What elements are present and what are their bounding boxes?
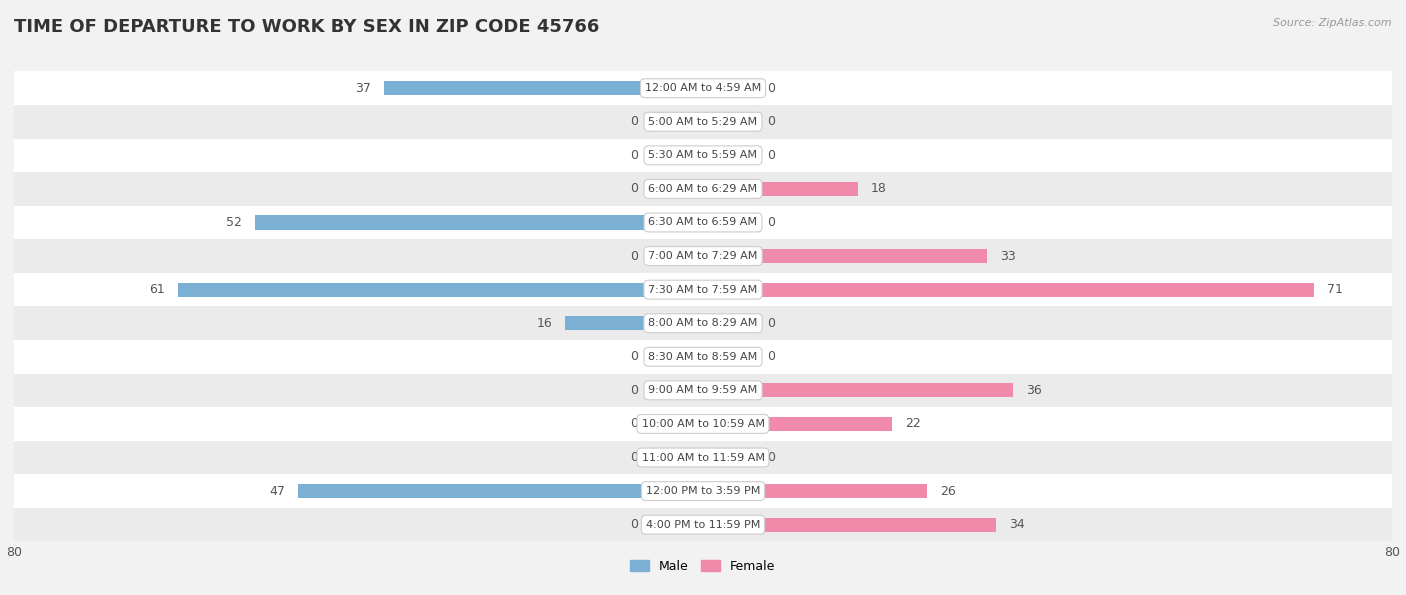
Bar <box>14 340 1392 374</box>
Bar <box>565 316 703 330</box>
Bar <box>14 407 1392 441</box>
Bar <box>703 148 755 162</box>
Bar <box>703 115 755 129</box>
Text: 36: 36 <box>1026 384 1042 397</box>
Text: 0: 0 <box>630 384 638 397</box>
Bar <box>651 215 703 230</box>
Bar <box>298 484 703 498</box>
Bar <box>14 474 1392 508</box>
Bar <box>651 316 703 330</box>
Text: 4:00 PM to 11:59 PM: 4:00 PM to 11:59 PM <box>645 519 761 530</box>
Text: 0: 0 <box>768 350 776 364</box>
Text: 0: 0 <box>630 115 638 129</box>
Bar <box>651 115 703 129</box>
Bar <box>703 383 755 397</box>
Text: 0: 0 <box>630 350 638 364</box>
Bar <box>703 249 987 263</box>
Text: 16: 16 <box>537 317 553 330</box>
Text: 0: 0 <box>768 115 776 129</box>
Text: 7:00 AM to 7:29 AM: 7:00 AM to 7:29 AM <box>648 251 758 261</box>
Bar <box>14 306 1392 340</box>
Text: 61: 61 <box>149 283 165 296</box>
Text: 12:00 PM to 3:59 PM: 12:00 PM to 3:59 PM <box>645 486 761 496</box>
Bar <box>703 350 755 364</box>
Bar <box>703 484 927 498</box>
Text: 10:00 AM to 10:59 AM: 10:00 AM to 10:59 AM <box>641 419 765 429</box>
Bar <box>256 215 703 230</box>
Bar <box>703 249 755 263</box>
Text: 37: 37 <box>356 82 371 95</box>
Bar <box>651 81 703 95</box>
Text: 9:00 AM to 9:59 AM: 9:00 AM to 9:59 AM <box>648 386 758 395</box>
Bar <box>651 450 703 465</box>
Bar <box>14 508 1392 541</box>
Text: 47: 47 <box>270 484 285 497</box>
Bar <box>651 148 703 162</box>
Bar <box>703 81 755 95</box>
Bar <box>14 206 1392 239</box>
Bar <box>703 316 755 330</box>
Text: 34: 34 <box>1008 518 1025 531</box>
Bar <box>14 71 1392 105</box>
Bar <box>703 417 893 431</box>
Text: 18: 18 <box>870 183 887 195</box>
Bar <box>651 182 703 196</box>
Bar <box>703 518 995 532</box>
Bar <box>14 239 1392 273</box>
Bar <box>651 484 703 498</box>
Bar <box>703 484 755 498</box>
Text: 0: 0 <box>630 149 638 162</box>
Text: 0: 0 <box>630 418 638 430</box>
Bar <box>703 518 755 532</box>
Text: 5:00 AM to 5:29 AM: 5:00 AM to 5:29 AM <box>648 117 758 127</box>
Text: 0: 0 <box>630 183 638 195</box>
Text: 5:30 AM to 5:59 AM: 5:30 AM to 5:59 AM <box>648 151 758 160</box>
Text: 0: 0 <box>768 216 776 229</box>
Bar <box>651 350 703 364</box>
Bar <box>703 182 755 196</box>
Bar <box>703 182 858 196</box>
Bar <box>651 518 703 532</box>
Bar <box>14 139 1392 172</box>
Text: 52: 52 <box>226 216 242 229</box>
Text: TIME OF DEPARTURE TO WORK BY SEX IN ZIP CODE 45766: TIME OF DEPARTURE TO WORK BY SEX IN ZIP … <box>14 18 599 36</box>
Bar <box>14 105 1392 139</box>
Text: 33: 33 <box>1000 249 1017 262</box>
Bar <box>703 383 1012 397</box>
Text: 0: 0 <box>630 249 638 262</box>
Bar <box>177 283 703 297</box>
Bar <box>651 283 703 297</box>
Text: 7:30 AM to 7:59 AM: 7:30 AM to 7:59 AM <box>648 284 758 295</box>
Bar <box>703 283 1315 297</box>
Text: 0: 0 <box>768 82 776 95</box>
Text: 0: 0 <box>768 317 776 330</box>
Bar <box>651 417 703 431</box>
Bar <box>384 81 703 95</box>
Text: 12:00 AM to 4:59 AM: 12:00 AM to 4:59 AM <box>645 83 761 93</box>
Text: 8:00 AM to 8:29 AM: 8:00 AM to 8:29 AM <box>648 318 758 328</box>
Text: 0: 0 <box>768 149 776 162</box>
Bar <box>651 383 703 397</box>
Legend: Male, Female: Male, Female <box>626 555 780 578</box>
Bar <box>703 283 755 297</box>
Text: 22: 22 <box>905 418 921 430</box>
Text: 11:00 AM to 11:59 AM: 11:00 AM to 11:59 AM <box>641 453 765 462</box>
Bar <box>14 273 1392 306</box>
Bar <box>651 249 703 263</box>
Bar <box>14 374 1392 407</box>
Text: 71: 71 <box>1327 283 1343 296</box>
Bar <box>14 441 1392 474</box>
Text: 6:00 AM to 6:29 AM: 6:00 AM to 6:29 AM <box>648 184 758 194</box>
Bar <box>703 450 755 465</box>
Text: Source: ZipAtlas.com: Source: ZipAtlas.com <box>1274 18 1392 28</box>
Text: 26: 26 <box>939 484 956 497</box>
Text: 8:30 AM to 8:59 AM: 8:30 AM to 8:59 AM <box>648 352 758 362</box>
Text: 0: 0 <box>630 518 638 531</box>
Text: 0: 0 <box>630 451 638 464</box>
Bar <box>703 417 755 431</box>
Bar <box>14 172 1392 206</box>
Bar <box>703 215 755 230</box>
Text: 0: 0 <box>768 451 776 464</box>
Text: 6:30 AM to 6:59 AM: 6:30 AM to 6:59 AM <box>648 218 758 227</box>
